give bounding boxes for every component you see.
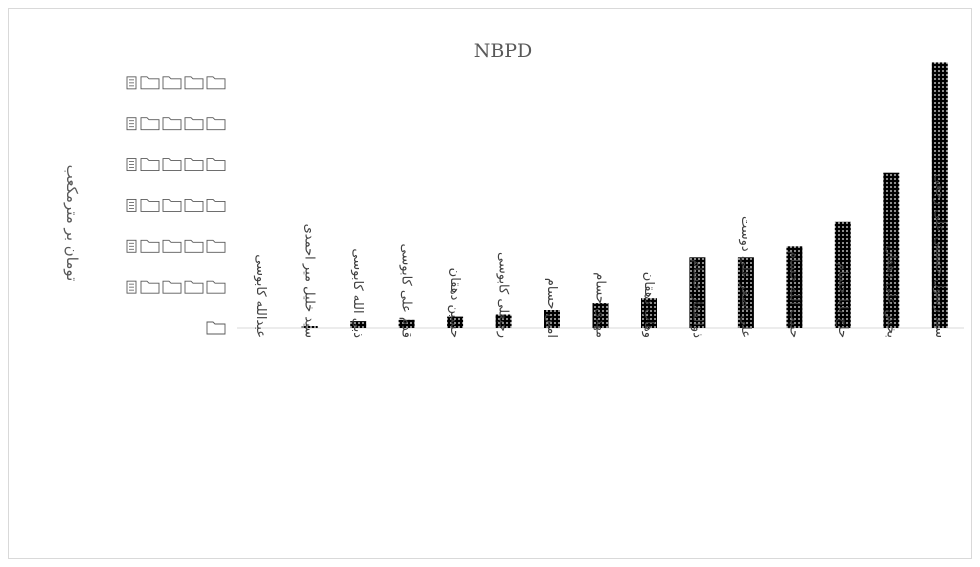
y-tick-hourglass-icon [126,76,226,90]
bar [834,221,851,328]
bar [447,316,464,328]
x-tick-label: ذوالفقار حسام [689,259,704,338]
chart-title: NBPD [474,40,533,62]
x-tick-label: ذبی الله کابوسی [350,248,365,338]
bar [544,310,560,328]
bar [931,62,948,329]
x-axis-ticks: عبدالله کابوسی سید خلیل میر احمدی ذبی الله… [253,174,947,338]
bar-chart: NBPD تومان بر مترمکعب عبدالله کابوسی سید … [63,40,964,338]
x-tick-label: حاج بابا حسام [835,263,850,338]
bar [883,172,900,328]
bar [737,257,754,328]
bars [301,62,948,329]
y-axis-label: تومان بر مترمکعب [63,165,81,282]
x-tick-label: قدم علی کابوسی [399,244,414,338]
bar [641,298,657,328]
y-axis-ticks [126,76,226,335]
x-tick-label: امین حسام [544,278,559,338]
x-tick-label: عبدالله کابوسی [253,254,268,338]
x-tick-label: بخش علی دهقان [883,246,898,338]
bar [350,321,367,328]
chart-frame: NBPD تومان بر مترمکعب عبدالله کابوسی سید … [8,8,972,559]
x-tick-label: سید رسول حسینی علی رجعی [932,174,947,338]
y-tick-stacked-pages-icon [126,158,226,172]
x-tick-label: حسین دهقان [447,268,462,338]
x-tick-label: حبیب الله حسام [786,251,801,338]
y-tick-device-icon [126,117,226,131]
x-tick-label: وهاب دهقان [641,272,656,338]
x-tick-label: سید خلیل میر احمدی [302,224,317,338]
y-tick-document-icon [126,239,226,253]
bar [592,303,609,328]
y-tick-open-folder-icon [126,280,226,294]
bar [495,314,512,328]
x-tick-label: رجبعلی کابوسی [496,252,511,338]
bar [786,246,803,328]
x-tick-label: مهدی حسام [593,272,608,338]
bar [301,326,318,328]
y-tick-text-document-icon [126,198,226,212]
bar [689,257,706,328]
x-tick-label: علی اصغر علی دوست [738,216,753,338]
bar [398,319,415,328]
y-tick-folder-icon [206,321,226,335]
